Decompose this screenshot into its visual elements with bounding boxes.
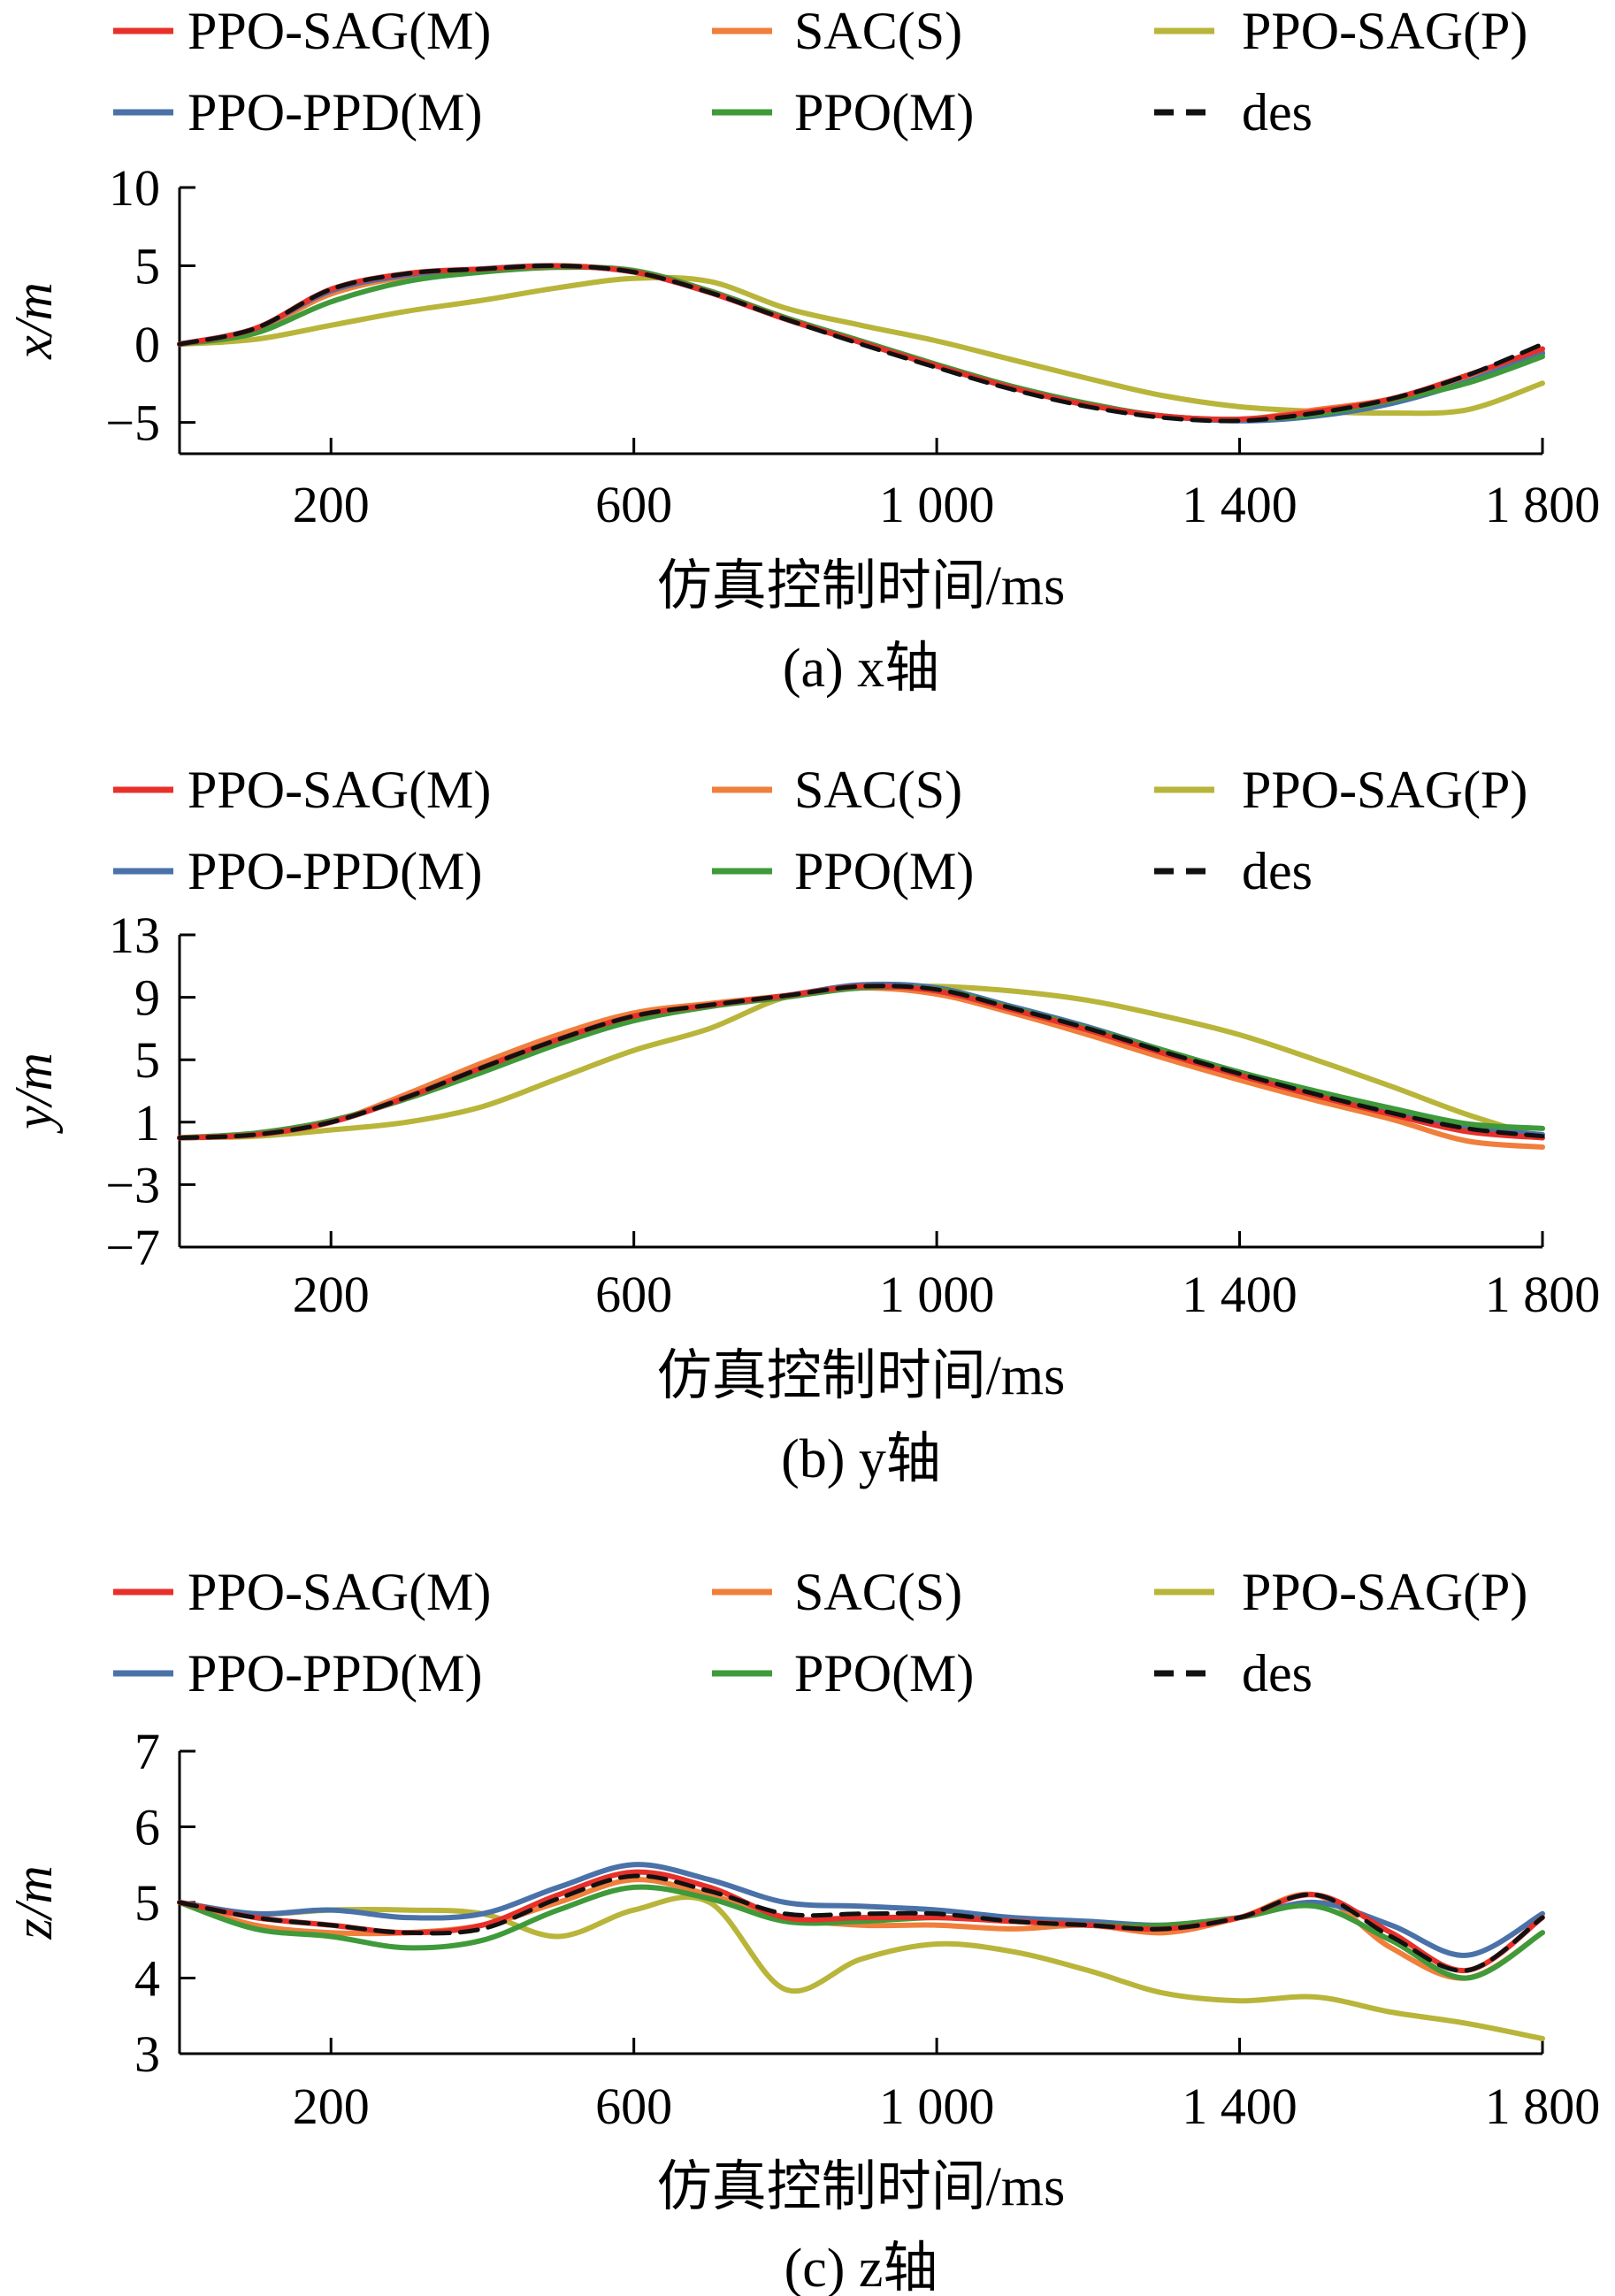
legend-item: PPO-SAG(P)	[1154, 761, 1527, 819]
y-tick-label: 5	[134, 1874, 160, 1932]
legend-label: PPO-SAG(M)	[188, 1563, 491, 1621]
series-line-des	[177, 1873, 1545, 1973]
x-tick-label: 1 000	[879, 2078, 995, 2135]
x-tick-label: 200	[293, 2078, 370, 2135]
legend-item: PPO(M)	[712, 842, 974, 900]
x-tick-label: 1 000	[879, 476, 995, 533]
y-tick-label: 7	[134, 1723, 160, 1780]
x-tick-label: 1 400	[1182, 476, 1297, 533]
panel-caption: (b) y轴	[781, 1429, 941, 1489]
y-tick-label: −3	[105, 1156, 160, 1213]
legend-item: des	[1154, 83, 1313, 142]
y-tick-label: 5	[134, 1031, 160, 1089]
legend-label: PPO-SAG(P)	[1242, 1563, 1527, 1621]
x-tick-label: 200	[293, 476, 370, 533]
legend-label: PPO-PPD(M)	[188, 83, 482, 142]
x-tick-label: 200	[293, 1266, 370, 1323]
legend-item: PPO-SAG(M)	[113, 1563, 491, 1621]
x-tick-label: 600	[595, 1266, 672, 1323]
legend-item: PPO-SAG(P)	[1154, 1563, 1527, 1621]
legend-item: PPO-PPD(M)	[113, 842, 482, 900]
series-line-des	[177, 263, 1545, 424]
legend-item: PPO-PPD(M)	[113, 1644, 482, 1703]
legend-item: PPO-SAG(M)	[113, 2, 491, 60]
legend-item: des	[1154, 842, 1313, 900]
legend-label: PPO-PPD(M)	[188, 1644, 482, 1703]
x-tick-label: 1 400	[1182, 2078, 1297, 2135]
series-line-ppo-sag-p	[177, 983, 1545, 1141]
legend-label: SAC(S)	[794, 761, 962, 819]
x-tick-label: 1 800	[1485, 1266, 1601, 1323]
chart-panel-1: PPO-SAG(M) SAC(S) PPO-SAG(P) PPO-PPD(M) PPO(…	[4, 2, 1600, 699]
y-tick-label: 5	[134, 238, 160, 295]
legend-label: des	[1242, 842, 1313, 900]
legend-label: SAC(S)	[794, 1563, 962, 1621]
legend-label: PPO-SAG(P)	[1242, 761, 1527, 819]
x-tick-label: 1 000	[879, 1266, 995, 1323]
y-tick-label: 1	[134, 1094, 160, 1152]
x-tick-label: 600	[595, 2078, 672, 2135]
y-tick-label: −5	[105, 394, 160, 452]
legend-label: PPO-PPD(M)	[188, 842, 482, 900]
series-line-ppo-m	[177, 1884, 1545, 1981]
x-axis-label: 仿真控制时间/ms	[657, 556, 1066, 616]
legend: PPO-SAG(M) SAC(S) PPO-SAG(P) PPO-PPD(M) PPO(…	[113, 1563, 1527, 1703]
legend-label: PPO-SAG(P)	[1242, 2, 1527, 60]
legend-item: PPO-PPD(M)	[113, 83, 482, 142]
legend-label: SAC(S)	[794, 2, 962, 60]
x-tick-label: 600	[595, 476, 672, 533]
legend: PPO-SAG(M) SAC(S) PPO-SAG(P) PPO-PPD(M) PPO(…	[113, 761, 1527, 900]
series-line-des	[177, 983, 1545, 1140]
chart-panel-2: PPO-SAG(M) SAC(S) PPO-SAG(P) PPO-PPD(M) PPO(…	[4, 761, 1600, 1489]
legend: PPO-SAG(M) SAC(S) PPO-SAG(P) PPO-PPD(M) PPO(…	[113, 2, 1527, 142]
legend-label: PPO(M)	[794, 83, 974, 142]
x-axis-label: 仿真控制时间/ms	[657, 1346, 1066, 1406]
y-tick-label: 0	[134, 316, 160, 373]
legend-item: des	[1154, 1644, 1313, 1703]
panel-caption: (c) z轴	[785, 2239, 938, 2296]
legend-label: PPO(M)	[794, 1644, 974, 1703]
series-line-ppo-sag-p	[177, 1894, 1545, 2041]
legend-item: PPO(M)	[712, 83, 974, 142]
x-tick-label: 1 800	[1485, 476, 1601, 533]
series-line-ppo-m	[177, 983, 1545, 1141]
legend-item: SAC(S)	[712, 761, 962, 819]
y-tick-label: 4	[134, 1950, 160, 2008]
legend-label: PPO(M)	[794, 842, 974, 900]
series-line-ppo-sag-m	[177, 983, 1545, 1141]
y-tick-label: 13	[109, 907, 160, 964]
series-line-ppo-ppd-m	[177, 981, 1545, 1141]
panel-caption: (a) x轴	[783, 639, 939, 699]
legend-item: PPO-SAG(M)	[113, 761, 491, 819]
legend-label: des	[1242, 83, 1313, 142]
y-tick-label: 9	[134, 969, 160, 1027]
legend-item: SAC(S)	[712, 2, 962, 60]
legend-label: PPO-SAG(M)	[188, 761, 491, 819]
legend-label: PPO-SAG(M)	[188, 2, 491, 60]
x-tick-label: 1 400	[1182, 1266, 1297, 1323]
series-line-ppo-ppd-m	[177, 1862, 1545, 1958]
chart-panel-3: PPO-SAG(M) SAC(S) PPO-SAG(P) PPO-PPD(M) PPO(…	[4, 1563, 1600, 2296]
y-axis-label: z/m	[4, 1865, 63, 1940]
x-axis-label: 仿真控制时间/ms	[657, 2157, 1066, 2217]
legend-item: PPO-SAG(P)	[1154, 2, 1527, 60]
x-tick-label: 1 800	[1485, 2078, 1601, 2135]
y-axis-label: y/m	[4, 1052, 63, 1135]
y-tick-label: 10	[109, 159, 160, 217]
legend-label: des	[1242, 1644, 1313, 1703]
y-tick-label: −7	[105, 1219, 160, 1276]
y-tick-label: 3	[134, 2025, 160, 2083]
legend-item: SAC(S)	[712, 1563, 962, 1621]
y-axis-label: x/m	[4, 282, 63, 360]
y-tick-label: 6	[134, 1799, 160, 1856]
legend-item: PPO(M)	[712, 1644, 974, 1703]
